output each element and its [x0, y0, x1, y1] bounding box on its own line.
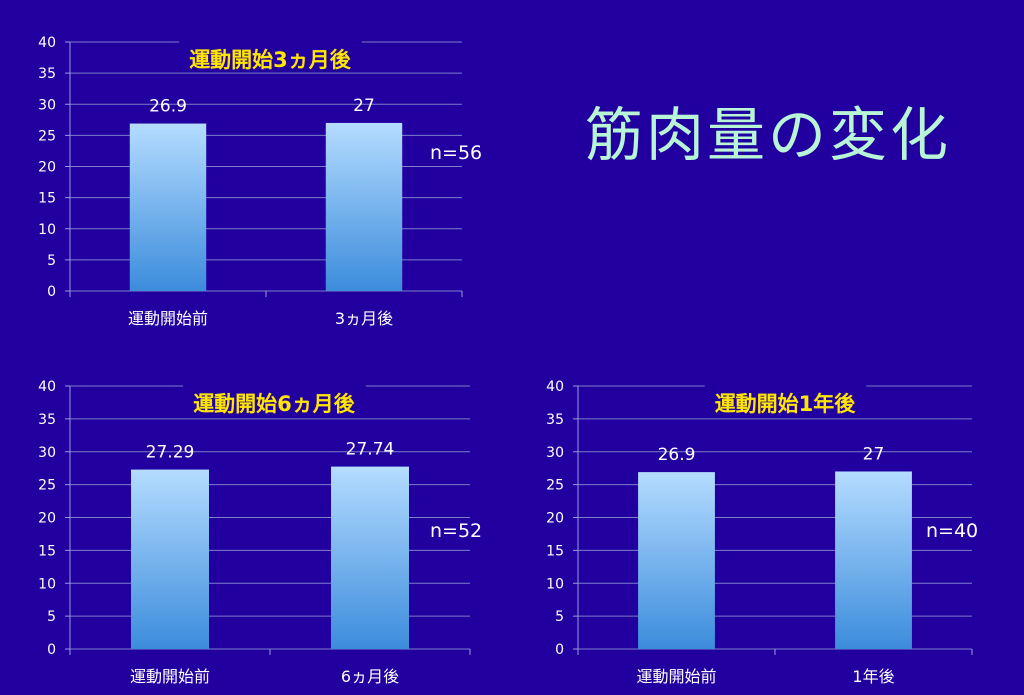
y-tick-label: 15 — [546, 543, 564, 559]
y-tick-label: 10 — [546, 576, 564, 592]
y-tick-label: 5 — [47, 253, 56, 269]
bar — [331, 466, 409, 649]
chart-title: 運動開始6ヵ月後 — [193, 392, 356, 416]
y-tick-label: 25 — [546, 478, 564, 494]
slide-heading: 筋肉量の変化 — [585, 101, 952, 169]
chart-title-background — [183, 380, 366, 414]
bar — [835, 471, 912, 649]
sample-size-chart3: n=40 — [926, 520, 979, 542]
y-tick-label: 30 — [38, 97, 56, 113]
category-label: 運動開始前 — [130, 667, 210, 686]
y-tick-label: 20 — [38, 511, 56, 527]
y-tick-label: 10 — [38, 576, 56, 592]
data-label: 26.9 — [658, 445, 696, 465]
y-tick-label: 35 — [546, 412, 564, 428]
sample-size-chart1: n=56 — [430, 142, 483, 164]
y-tick-label: 25 — [38, 128, 56, 144]
y-tick-label: 10 — [38, 222, 56, 238]
y-tick-label: 15 — [38, 543, 56, 559]
y-tick-label: 40 — [38, 379, 56, 395]
data-label: 27 — [353, 96, 375, 116]
data-label: 27.74 — [346, 440, 395, 460]
y-tick-label: 5 — [47, 609, 56, 625]
sample-size-chart2: n=52 — [430, 520, 483, 542]
chart-title-background — [704, 380, 867, 414]
y-tick-label: 0 — [47, 642, 56, 658]
y-tick-label: 25 — [38, 478, 56, 494]
category-label: 6ヵ月後 — [341, 667, 399, 686]
y-tick-label: 35 — [38, 412, 56, 428]
y-tick-label: 40 — [38, 35, 56, 51]
y-tick-label: 5 — [555, 609, 564, 625]
data-label: 27.29 — [146, 443, 195, 463]
chart-3: 0 5 10 15 20 25 30 35 40 26.9 運動開始前 27 1年後 運動開始1年後 — [546, 379, 973, 686]
y-tick-label: 0 — [47, 284, 56, 300]
y-tick-label: 35 — [38, 66, 56, 82]
category-label: 3ヵ月後 — [335, 309, 393, 328]
y-tick-label: 30 — [38, 445, 56, 461]
chart-2: 0 5 10 15 20 25 30 35 40 27.29 運動開始前 27.74 6ヵ月後 運動開始6… — [38, 379, 471, 686]
chart-title: 運動開始1年後 — [715, 392, 857, 416]
chart-title-background — [179, 36, 362, 70]
bar — [325, 122, 403, 291]
y-tick-label: 40 — [546, 379, 564, 395]
category-label: 運動開始前 — [636, 667, 716, 686]
y-tick-label: 30 — [546, 445, 564, 461]
y-tick-label: 20 — [546, 511, 564, 527]
bar — [638, 472, 715, 649]
data-label: 27 — [863, 444, 885, 464]
chart-title: 運動開始3ヵ月後 — [189, 48, 352, 72]
y-tick-label: 20 — [38, 160, 56, 176]
data-label: 26.9 — [149, 97, 187, 117]
chart-1: 0 5 10 15 20 25 30 35 40 26.9 運動開始前 27 3ヵ月後 運動開始3ヵ月後 — [38, 35, 463, 328]
bar — [131, 469, 209, 649]
y-tick-label: 15 — [38, 191, 56, 207]
bar — [129, 123, 207, 291]
y-tick-label: 0 — [555, 642, 564, 658]
category-label: 運動開始前 — [128, 309, 208, 328]
category-label: 1年後 — [852, 667, 894, 686]
